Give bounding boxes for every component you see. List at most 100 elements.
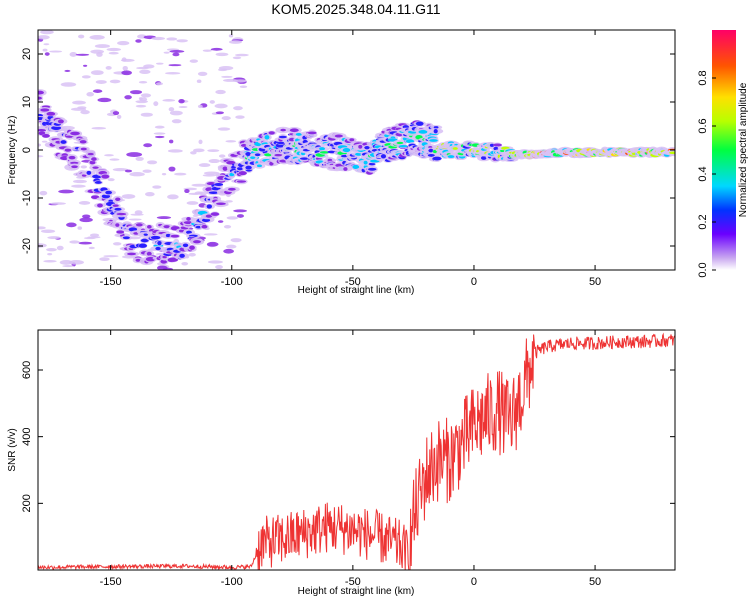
- spectrogram-x-label: Height of straight line (km): [298, 285, 415, 296]
- spectrogram-blob: [90, 49, 105, 54]
- colorbar-tick-label: 0.2: [697, 214, 709, 229]
- spectrogram-blob: [109, 158, 120, 161]
- spectrogram-blob: [104, 154, 114, 157]
- spectrogram-blob: [165, 233, 171, 238]
- spectrogram-blob: [214, 103, 228, 109]
- spectrogram-blob: [239, 85, 248, 88]
- spectrogram-blob: [72, 100, 86, 105]
- snr-x-tick-label: -50: [345, 576, 361, 588]
- spectrogram-blob: [163, 51, 170, 54]
- spectrogram-blob: [146, 251, 152, 256]
- spectrogram-blob: [58, 189, 74, 194]
- spectrogram-x-tick-label: -150: [100, 276, 122, 288]
- spectrogram-blob: [59, 125, 75, 131]
- spectrogram-blob: [218, 154, 226, 158]
- spectrogram-blob: [268, 131, 275, 135]
- spectrogram-blob: [138, 243, 148, 248]
- spectrogram-blob: [46, 248, 57, 252]
- spectrogram-blob: [97, 97, 112, 103]
- spectrogram-blob: [186, 201, 199, 205]
- spectrogram-blob: [168, 64, 182, 67]
- spectrogram-blob: [124, 169, 133, 173]
- spectrogram-blob: [398, 144, 408, 148]
- spectrogram-blob: [364, 145, 370, 150]
- spectrogram-blob: [229, 172, 235, 177]
- spectrogram-blob: [116, 212, 127, 216]
- spectrogram-blob: [139, 69, 151, 75]
- spectrogram-blob: [43, 260, 57, 263]
- spectrogram-blob: [669, 151, 675, 155]
- spectrogram-blob: [184, 189, 190, 194]
- spectrogram-blob: [280, 128, 286, 132]
- spectrogram-blob: [82, 214, 91, 219]
- spectrogram-blob: [238, 171, 247, 176]
- spectrogram-blob: [295, 132, 303, 136]
- spectrogram-blob: [70, 107, 87, 111]
- colorbar-tick-label: 0.0: [697, 262, 709, 277]
- spectrogram-blob: [107, 178, 115, 182]
- spectrogram-blob: [140, 93, 152, 98]
- spectrogram-blob: [202, 49, 212, 52]
- spectrogram-blob: [174, 172, 187, 176]
- spectrogram-blob: [124, 95, 132, 100]
- spectrogram-y-tick-label: -10: [21, 190, 33, 206]
- spectrogram-blob: [349, 138, 355, 142]
- spectrogram-blob: [179, 253, 185, 258]
- spectrogram-blob: [205, 214, 213, 218]
- spectrogram-x-tick-label: 0: [471, 276, 477, 288]
- spectrogram-blob: [135, 104, 147, 108]
- spectrogram-x-tick-label: 50: [589, 276, 601, 288]
- spectrogram-blob: [47, 252, 53, 256]
- spectrogram-blob: [101, 194, 111, 199]
- spectrogram-blob: [215, 265, 223, 270]
- spectrogram-blob: [112, 242, 122, 246]
- chart-title: KOM5.2025.348.04.11.G11: [271, 1, 440, 17]
- spectrogram-blob: [278, 135, 287, 139]
- spectrogram-blob: [71, 184, 86, 188]
- spectrogram-blob: [178, 98, 185, 104]
- colorbar-label: Normalized spectral amplitude: [738, 82, 749, 217]
- spectrogram-blob: [151, 36, 166, 41]
- spectrogram-blob: [117, 40, 130, 46]
- spectrogram-blob: [42, 133, 50, 138]
- spectrogram-blob: [167, 149, 183, 153]
- spectrogram-blob: [206, 204, 213, 209]
- spectrogram-blob: [78, 241, 93, 245]
- spectrogram-blob: [223, 225, 232, 229]
- spectrogram-blob: [108, 51, 119, 55]
- spectrogram-y-ticks: -20 -10 0 10 20: [21, 48, 675, 254]
- spectrogram-blob: [222, 78, 239, 82]
- spectrogram-blob: [210, 212, 220, 216]
- spectrogram-blob: [66, 222, 77, 228]
- spectrogram-blob: [94, 181, 102, 184]
- spectrogram-blob: [233, 106, 243, 111]
- spectrogram-blob: [114, 207, 122, 211]
- spectrogram-blob: [38, 96, 42, 100]
- spectrogram-blob: [160, 259, 168, 264]
- spectrogram-blob: [92, 166, 99, 169]
- spectrogram-blob: [334, 134, 343, 138]
- snr-y-tick-label: 600: [21, 361, 33, 379]
- spectrogram-blob: [147, 225, 152, 229]
- spectrogram-blob: [214, 183, 224, 186]
- spectrogram-blob: [342, 147, 351, 153]
- spectrogram-blob: [492, 143, 503, 147]
- spectrogram-blob: [363, 160, 368, 165]
- spectrogram-blob: [223, 248, 234, 254]
- spectrogram-blob: [135, 223, 143, 227]
- spectrogram-blob: [135, 258, 141, 262]
- spectrogram-blob: [194, 191, 203, 195]
- spectrogram-blob: [206, 241, 219, 247]
- spectrogram-blob: [208, 159, 221, 164]
- spectrogram-blob: [80, 147, 87, 151]
- spectrogram-x-tick-label: -100: [221, 276, 243, 288]
- spectrogram-blob: [64, 148, 72, 152]
- spectrogram-blob: [198, 139, 203, 145]
- spectrogram-blob: [196, 79, 202, 84]
- spectrogram-blob: [168, 107, 175, 112]
- spectrogram-blob: [155, 62, 164, 65]
- spectrogram-blob: [155, 246, 161, 251]
- spectrogram-blob: [86, 92, 95, 97]
- spectrogram-blob: [210, 47, 223, 51]
- spectrogram-blob: [207, 149, 220, 153]
